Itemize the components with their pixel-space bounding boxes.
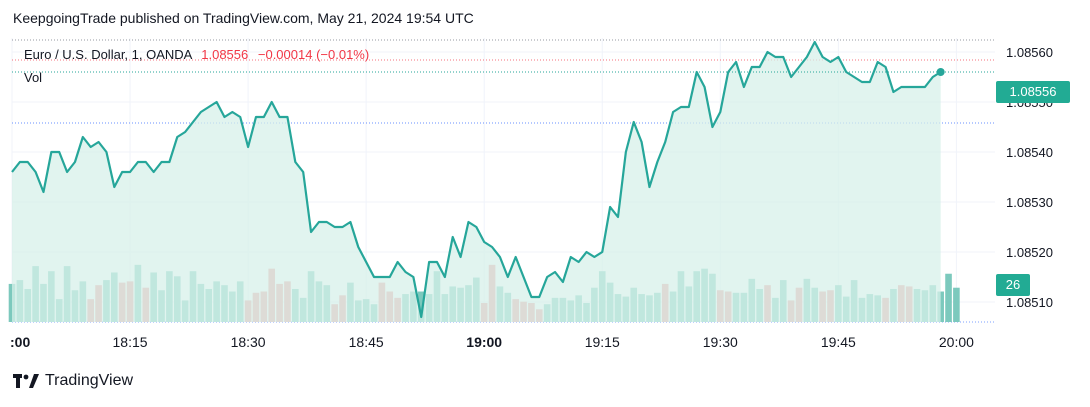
- x-tick-label: :00: [10, 334, 30, 350]
- y-tick-label: 1.08510: [1006, 295, 1053, 310]
- price-line: [11, 40, 942, 319]
- x-tick-label: 19:45: [821, 334, 856, 350]
- x-tick-label: 18:15: [113, 334, 148, 350]
- x-tick-label: 18:30: [231, 334, 266, 350]
- y-tick-label: 1.08520: [1006, 245, 1053, 260]
- symbol-label[interactable]: Euro / U.S. Dollar, 1, OANDA: [24, 47, 192, 62]
- volume-bar: [945, 273, 952, 322]
- y-tick-label: 1.08540: [1006, 145, 1053, 160]
- price-change-label: −0.00014 (−0.01%): [257, 47, 370, 62]
- volume-label[interactable]: Vol: [24, 70, 43, 85]
- x-tick-label: 20:00: [939, 334, 974, 350]
- tradingview-logo-text: TradingView: [45, 372, 134, 389]
- last-price-dot: [936, 68, 945, 76]
- legend: Euro / U.S. Dollar, 1, OANDA 1.08556 −0.…: [24, 47, 369, 62]
- volume-bar: [953, 287, 960, 322]
- x-tick-label: 19:15: [585, 334, 620, 350]
- current-price-tag: 1.08556: [996, 81, 1070, 103]
- x-tick-label: 18:45: [349, 334, 384, 350]
- last-price-label: 1.08556: [201, 47, 249, 62]
- tradingview-logo-icon: [13, 374, 39, 388]
- current-volume-tag: 26: [996, 274, 1030, 296]
- y-tick-label: 1.08560: [1006, 45, 1053, 60]
- price-area: [12, 42, 941, 322]
- publisher-line: KeepgoingTrade published on TradingView.…: [13, 10, 474, 26]
- tradingview-logo[interactable]: TradingView: [13, 372, 133, 390]
- y-tick-label: 1.08530: [1006, 195, 1053, 210]
- volume-bar: [417, 291, 425, 322]
- x-tick-label: 19:30: [703, 334, 738, 350]
- price-chart[interactable]: 1.085601.085501.085401.085301.085201.085…: [0, 0, 1090, 360]
- x-tick-label: 19:00: [466, 334, 502, 350]
